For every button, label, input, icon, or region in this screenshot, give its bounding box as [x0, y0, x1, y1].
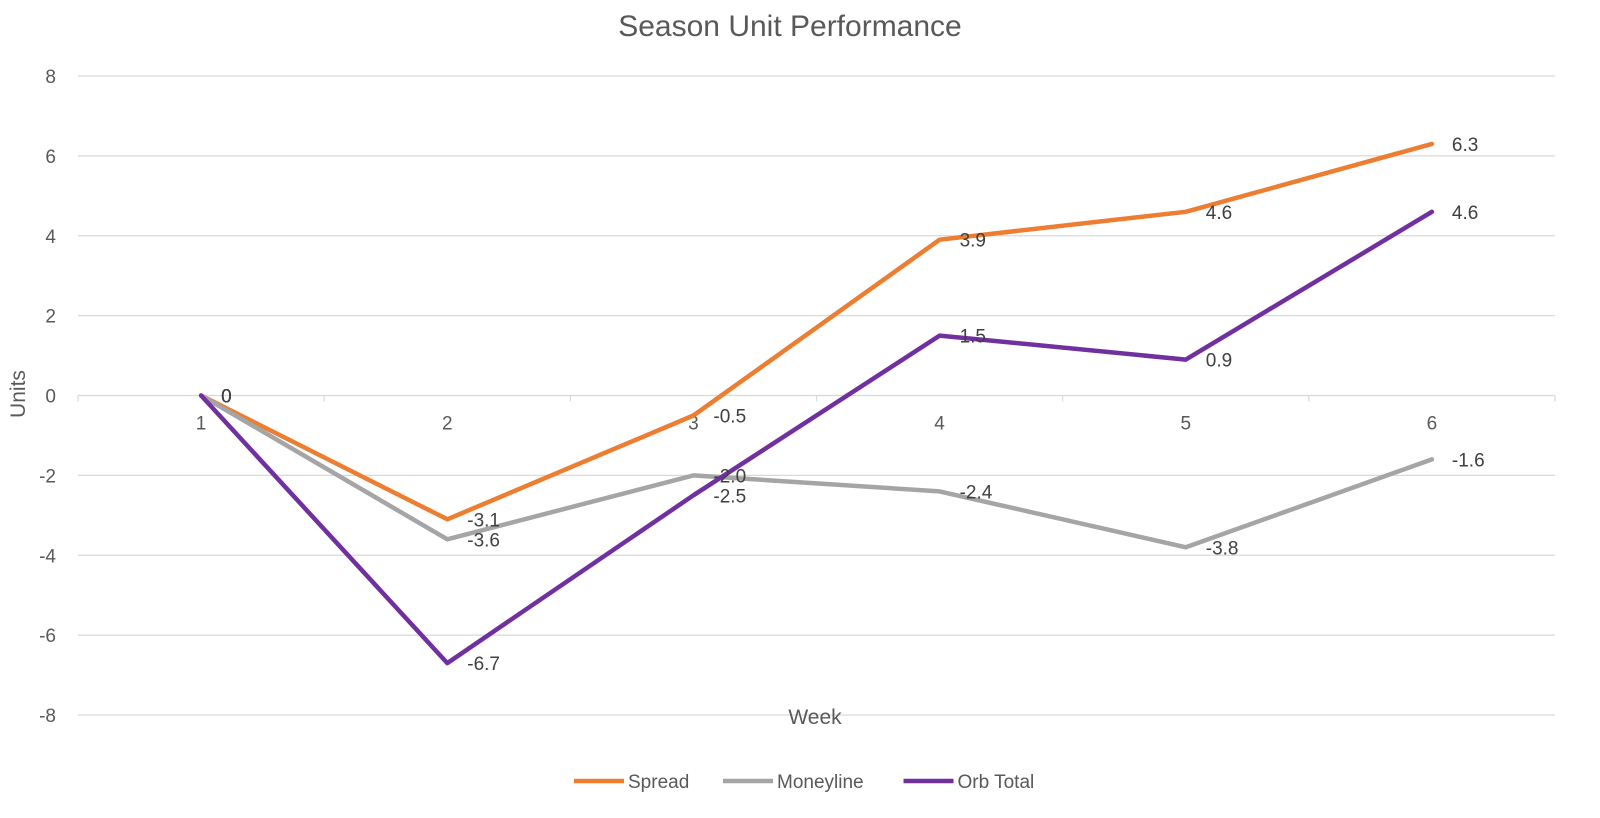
x-axis-title: Week — [788, 706, 842, 729]
x-axis-ticks: 1 2 3 4 5 6 — [196, 414, 1437, 435]
data-label: -1.6 — [1452, 450, 1485, 471]
data-label: 3.9 — [960, 231, 986, 252]
data-label: -0.5 — [713, 406, 746, 427]
data-label: 0 — [221, 387, 232, 408]
data-label: -3.8 — [1206, 538, 1239, 559]
series-lines — [198, 141, 1435, 666]
data-label: 0 — [221, 387, 232, 408]
y-axis-title: Units — [7, 370, 30, 418]
data-label: 6.3 — [1452, 135, 1478, 156]
x-tick-label: 3 — [688, 414, 699, 435]
legend-item-orb-total: Orb Total — [903, 772, 1035, 793]
data-label: -3.1 — [467, 510, 500, 531]
x-tick-label: 4 — [934, 414, 945, 435]
data-label: -3.6 — [467, 530, 500, 551]
series-line-orb-total — [198, 209, 1435, 666]
y-tick-label: 0 — [45, 387, 56, 408]
legend-label: Moneyline — [777, 772, 864, 793]
data-label: -6.7 — [467, 654, 500, 675]
y-axis-ticks: 8 6 4 2 0 -2 -4 -6 -8 — [39, 67, 56, 727]
legend-item-spread: Spread — [574, 772, 689, 793]
x-tick-label: 2 — [442, 414, 453, 435]
legend-label: Orb Total — [958, 772, 1035, 793]
data-label: 0.9 — [1206, 351, 1232, 372]
x-tick-label: 1 — [196, 414, 207, 435]
data-label: -2.0 — [713, 466, 746, 487]
y-tick-label: -6 — [39, 626, 56, 647]
y-tick-label: 4 — [45, 227, 56, 248]
data-label: 4.6 — [1206, 203, 1232, 224]
series-line-spread — [198, 141, 1435, 522]
y-tick-label: -4 — [39, 546, 56, 567]
series-line-moneyline — [198, 393, 1435, 550]
legend: Spread Moneyline Orb Total — [574, 772, 1034, 793]
x-axis-tick-marks — [77, 395, 1556, 402]
y-tick-label: -8 — [39, 706, 56, 727]
x-tick-label: 5 — [1180, 414, 1191, 435]
y-tick-label: -2 — [39, 466, 56, 487]
y-tick-label: 2 — [45, 307, 56, 328]
legend-label: Spread — [628, 772, 689, 793]
chart-title: Season Unit Performance — [618, 10, 962, 43]
data-label: -2.5 — [713, 486, 746, 507]
data-label: 4.6 — [1452, 203, 1478, 224]
data-label: 0 — [221, 387, 232, 408]
y-tick-label: 8 — [45, 67, 56, 88]
legend-item-moneyline: Moneyline — [723, 772, 864, 793]
data-label: 1.5 — [960, 327, 986, 348]
y-tick-label: 6 — [45, 147, 56, 168]
x-tick-label: 6 — [1427, 414, 1438, 435]
data-label: -2.4 — [960, 482, 993, 503]
data-labels: 0-3.1-0.53.94.66.30-3.6-2.0-2.4-3.8-1.60… — [221, 135, 1485, 675]
